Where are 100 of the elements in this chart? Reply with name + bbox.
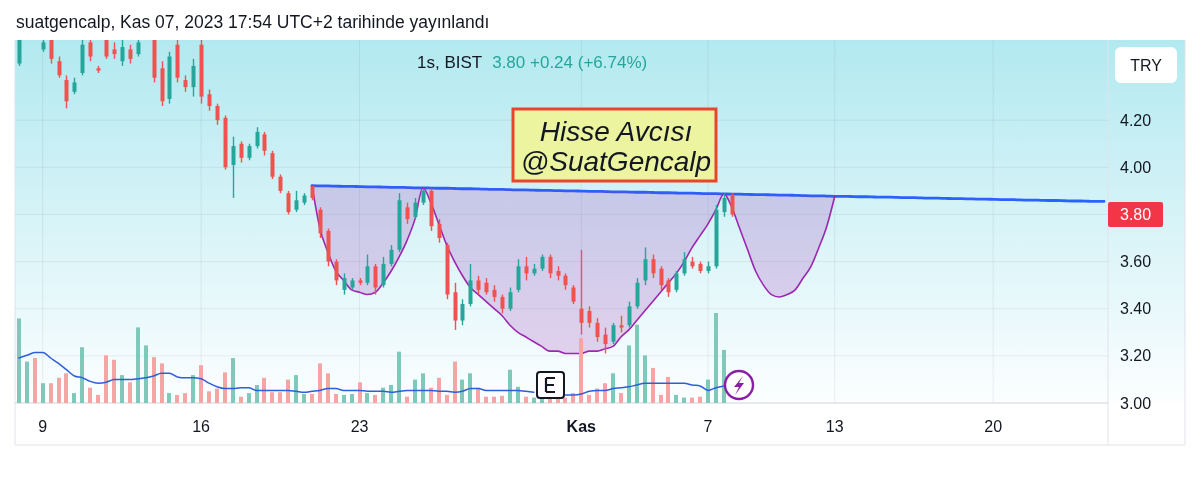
bar: [262, 377, 266, 403]
bar: [64, 373, 68, 403]
bar: [627, 345, 631, 403]
bar: [318, 363, 322, 403]
y-tick-label: 3.60: [1120, 253, 1152, 271]
candlestick: [120, 39, 125, 67]
candlestick: [413, 197, 418, 220]
candlestick: [651, 253, 656, 279]
bar: [286, 379, 290, 403]
candlestick: [207, 88, 212, 112]
bar: [136, 327, 140, 403]
bar: [373, 394, 377, 403]
bar: [524, 396, 528, 403]
bar: [160, 363, 164, 403]
candlestick: [548, 253, 553, 279]
x-tick-label: 9: [38, 417, 48, 435]
bar: [397, 351, 401, 403]
bar: [255, 385, 259, 403]
bar: [25, 361, 29, 403]
bar: [183, 393, 187, 403]
candlestick: [231, 135, 236, 199]
bar: [41, 383, 45, 403]
bar: [207, 391, 211, 403]
bar: [88, 387, 92, 403]
candlestick: [571, 284, 576, 305]
bar: [350, 394, 354, 403]
candlestick: [603, 326, 608, 355]
candlestick: [49, 39, 54, 65]
candlestick: [88, 39, 93, 62]
x-tick-label: 16: [192, 417, 211, 435]
y-tick-label: 3.00: [1120, 394, 1152, 412]
bar: [611, 373, 615, 403]
bar: [231, 358, 235, 403]
candlestick: [262, 131, 267, 157]
candlestick: [64, 74, 69, 110]
bar: [80, 347, 84, 403]
x-tick-label: 20: [984, 417, 1003, 435]
bar: [698, 396, 702, 403]
bar: [57, 377, 61, 403]
line-series: [310, 184, 1106, 203]
candlestick: [611, 322, 616, 345]
bar: [247, 393, 251, 403]
candlestick: [595, 317, 600, 343]
bar: [199, 365, 203, 403]
bar: [215, 388, 219, 403]
candlestick: [294, 190, 299, 213]
bar: [468, 373, 472, 403]
candlestick: [278, 173, 283, 194]
bar: [239, 396, 243, 403]
candlestick: [215, 102, 220, 126]
bar: [643, 355, 647, 403]
bar: [492, 396, 496, 403]
x-tick-label: 7: [703, 417, 713, 435]
bar: [104, 355, 108, 403]
bar: [413, 379, 417, 403]
bar: [72, 393, 76, 403]
candlestick: [508, 286, 513, 312]
bar: [128, 382, 132, 403]
candlestick: [516, 258, 521, 293]
bar: [302, 394, 306, 403]
bar: [579, 338, 583, 403]
bar: [619, 393, 623, 403]
candlestick: [270, 150, 275, 180]
bar: [484, 396, 488, 403]
candlestick: [381, 256, 386, 289]
y-tick-label: 3.40: [1120, 300, 1152, 318]
y-tick-label: 4.00: [1120, 158, 1152, 176]
bar: [532, 397, 536, 403]
bar: [690, 397, 694, 403]
bar: [120, 375, 124, 403]
bar: [460, 379, 464, 403]
bar: [476, 387, 480, 403]
candlestick: [500, 293, 505, 315]
x-tick-label: 23: [350, 417, 369, 435]
candlestick: [334, 258, 339, 286]
bar: [445, 394, 449, 403]
annotation: 3.80 +0.24 (+6.74%): [492, 53, 648, 72]
y-tick-label: 3.20: [1120, 347, 1152, 365]
bar: [326, 373, 330, 403]
bar: [595, 388, 599, 403]
candlestick: [389, 244, 394, 267]
bar: [175, 394, 179, 403]
candlestick: [674, 270, 679, 293]
candlestick: [627, 300, 632, 329]
candlestick: [524, 256, 529, 282]
x-tick-label: 13: [825, 417, 844, 435]
candlestick: [730, 192, 735, 218]
candlestick: [373, 263, 378, 296]
candlestick: [365, 253, 370, 286]
candlestick: [587, 305, 592, 329]
x-tick-label: Kas: [566, 417, 597, 435]
candlestick: [460, 298, 465, 326]
candlestick: [666, 277, 671, 298]
bar: [310, 394, 314, 403]
bar: [381, 387, 385, 403]
candlestick: [255, 126, 260, 150]
bar: [49, 383, 53, 403]
bar: [714, 313, 718, 403]
bar: [706, 379, 710, 403]
candlestick: [239, 140, 244, 164]
